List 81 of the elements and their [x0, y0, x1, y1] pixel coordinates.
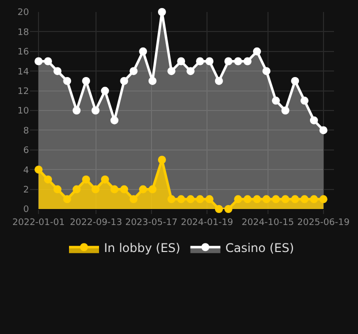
- x-tick-label: 2024-10-15: [242, 218, 294, 228]
- x-tick-label: 2025-06-19: [297, 218, 350, 228]
- point: [224, 205, 232, 213]
- point: [92, 106, 100, 114]
- point: [130, 195, 138, 204]
- point: [158, 8, 166, 16]
- y-tick-label: 16: [18, 48, 30, 58]
- point: [120, 185, 128, 194]
- point: [34, 166, 43, 174]
- y-tick-label: 20: [18, 8, 30, 18]
- y-tick-label: 8: [23, 126, 30, 136]
- point: [196, 195, 204, 204]
- point: [139, 185, 148, 194]
- x-tick-label: 2024-01-19: [180, 218, 234, 228]
- point: [319, 195, 328, 204]
- point: [100, 86, 109, 95]
- point: [291, 195, 300, 204]
- point: [319, 126, 328, 134]
- y-tick-label: 0: [23, 205, 30, 216]
- point: [214, 205, 223, 213]
- point: [300, 96, 308, 105]
- x-tick-label: 2023-05-17: [125, 218, 178, 228]
- point: [44, 57, 52, 66]
- y-tick-label: 18: [18, 28, 30, 38]
- y-tick-label: 2: [23, 185, 29, 196]
- point: [72, 106, 81, 114]
- point: [186, 67, 195, 76]
- point: [92, 185, 100, 194]
- point: [53, 185, 62, 194]
- point: [224, 57, 232, 66]
- point: [34, 57, 43, 66]
- point: [291, 76, 300, 85]
- point: [234, 57, 242, 66]
- point: [158, 156, 166, 164]
- point: [82, 175, 90, 184]
- y-tick-label: 4: [23, 166, 30, 176]
- point: [186, 195, 195, 204]
- point: [110, 116, 118, 124]
- point: [272, 195, 280, 204]
- point: [205, 57, 214, 66]
- point: [262, 195, 270, 204]
- point: [72, 185, 81, 194]
- x-tick-label: 2022-01-01: [12, 218, 65, 228]
- point: [63, 195, 72, 204]
- point: [110, 185, 118, 194]
- point: [167, 67, 176, 76]
- x-tick-label: 2022-09-13: [70, 218, 122, 228]
- point: [100, 175, 109, 184]
- point: [139, 47, 148, 56]
- point: [310, 195, 318, 204]
- legend-label: Casino (ES): [225, 240, 294, 255]
- point: [281, 195, 290, 204]
- point: [63, 76, 72, 85]
- point: [177, 195, 186, 204]
- y-tick-label: 6: [23, 146, 30, 156]
- point: [167, 195, 176, 204]
- point: [82, 76, 90, 85]
- point: [120, 76, 128, 85]
- point: [205, 195, 214, 204]
- point: [272, 96, 280, 105]
- legend-label: In lobby (ES): [104, 240, 180, 255]
- point: [196, 57, 204, 66]
- point: [244, 57, 252, 66]
- point: [252, 47, 261, 56]
- point: [262, 67, 270, 76]
- point: [252, 195, 261, 204]
- point: [44, 175, 52, 184]
- point: [148, 185, 156, 194]
- y-tick-label: 12: [18, 86, 29, 97]
- point: [177, 57, 186, 66]
- y-tick-label: 14: [18, 67, 30, 78]
- point: [214, 76, 223, 85]
- point: [281, 106, 290, 114]
- y-tick-label: 10: [18, 106, 30, 117]
- point: [130, 67, 138, 76]
- point: [53, 67, 62, 76]
- point: [300, 195, 308, 204]
- point: [234, 195, 242, 204]
- point: [148, 76, 156, 85]
- point: [310, 116, 318, 124]
- point: [244, 195, 252, 204]
